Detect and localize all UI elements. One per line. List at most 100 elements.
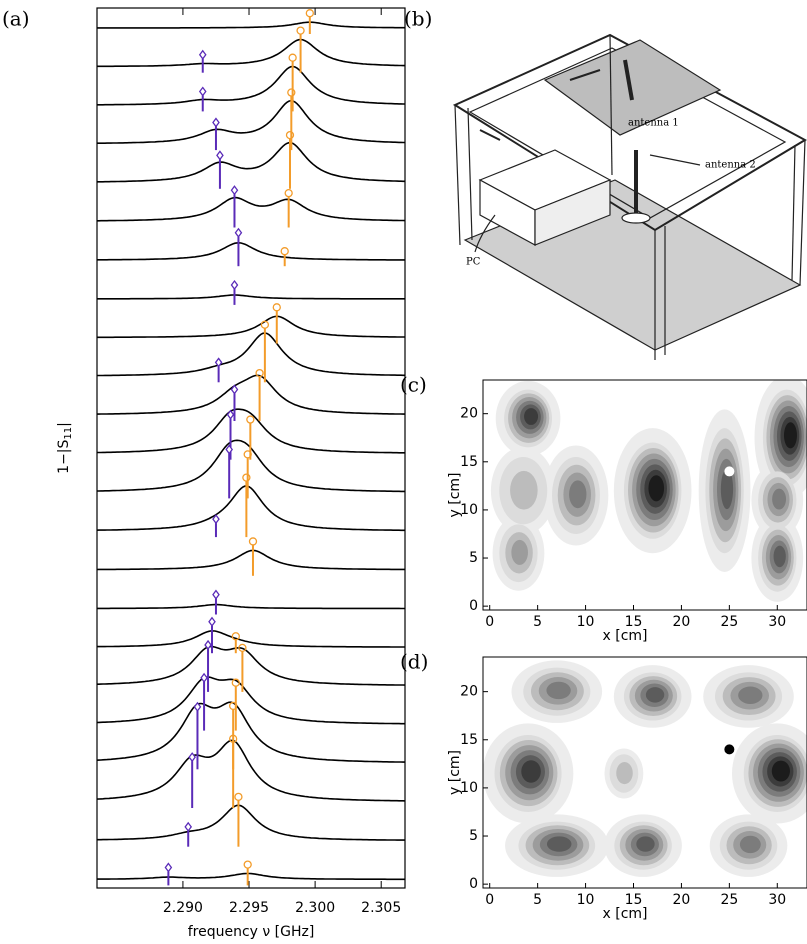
x-tick-label: 0	[485, 892, 494, 908]
resonance-marker	[285, 130, 295, 140]
trace-curve	[96, 549, 405, 571]
y-axis-label: y [cm]	[447, 473, 463, 518]
resonance-marker	[255, 368, 264, 378]
x-tick-label: 30	[768, 614, 786, 630]
y-tick-label: 0	[469, 598, 478, 614]
trace-curve	[96, 701, 405, 763]
x-axis-label: frequency ν [GHz]	[188, 924, 315, 940]
resonance-marker	[208, 616, 216, 627]
contour-level	[510, 470, 538, 510]
resonance-marker	[230, 185, 239, 196]
resonance-marker	[204, 639, 212, 651]
x-tick-label: 15	[625, 892, 643, 908]
x-tick-label: 0	[485, 614, 494, 630]
x-tick-label: 5	[533, 614, 542, 630]
contour-level	[773, 545, 786, 568]
y-axis-label: 1−|S11|	[56, 422, 74, 474]
resonance-marker	[234, 227, 243, 238]
y-tick-label: 15	[460, 454, 478, 470]
contour-map	[483, 660, 807, 877]
trace-curve	[97, 241, 405, 261]
diagram-label: PC	[466, 257, 481, 268]
resonance-marker	[231, 678, 240, 687]
trace-curve	[97, 645, 406, 686]
y-tick-label: 5	[469, 550, 478, 566]
x-tick-label: 30	[768, 892, 786, 908]
trace-curve	[96, 676, 405, 725]
resonance-marker	[225, 444, 234, 455]
resonance-marker	[212, 589, 220, 600]
contour-level	[720, 469, 734, 510]
contour-level	[521, 760, 541, 783]
y-tick-label: 0	[469, 876, 478, 892]
x-tick-label: 20	[673, 614, 691, 630]
resonance-marker	[164, 862, 173, 873]
trace-curve	[97, 141, 405, 183]
y-axis-label-part: 1−|S	[56, 439, 72, 473]
resonance-marker	[242, 473, 251, 482]
y-tick-label: 10	[460, 502, 478, 518]
trace-curve	[97, 65, 405, 106]
trace-curve	[97, 38, 405, 68]
plot-frame	[482, 656, 807, 889]
resonance-marker	[198, 86, 207, 97]
contour-level	[738, 686, 763, 704]
panel-label: (d)	[400, 650, 428, 674]
trace-curve	[96, 485, 405, 532]
contour-level	[511, 539, 528, 565]
contour-level	[771, 760, 790, 782]
x-tick-label: 2.305	[361, 900, 401, 916]
y-axis-label-part: |	[56, 422, 72, 427]
trace-curve	[97, 872, 405, 881]
resonance-marker	[188, 752, 196, 763]
contour-map	[490, 380, 807, 602]
resonance-marker	[212, 117, 220, 128]
panel-label: (a)	[2, 7, 30, 31]
resonance-marker	[212, 514, 220, 525]
contour-level	[524, 408, 539, 425]
resonance-marker	[231, 632, 240, 641]
contour-level	[546, 836, 572, 852]
panel-label: (c)	[400, 373, 427, 397]
x-tick-label: 2.300	[295, 900, 335, 916]
x-tick-label: 10	[577, 892, 595, 908]
trace-curve	[97, 804, 405, 841]
x-tick-label: 25	[720, 892, 738, 908]
trace-curve	[97, 374, 405, 415]
trace-curve	[97, 408, 405, 454]
resonance-marker	[229, 701, 238, 711]
x-tick-label: 5	[533, 892, 542, 908]
x-tick-label: 15	[625, 614, 643, 630]
contour-level	[569, 480, 587, 509]
resonance-marker	[243, 450, 252, 459]
resonance-marker	[260, 320, 270, 329]
resonance-marker	[198, 49, 207, 60]
position-marker	[724, 744, 735, 755]
x-axis-label: x [cm]	[603, 906, 648, 922]
trace-curve	[97, 332, 405, 377]
contour-level	[783, 422, 797, 449]
resonance-marker	[234, 792, 243, 802]
x-tick-label: 2.290	[163, 900, 203, 916]
resonance-marker	[214, 357, 223, 368]
resonance-marker	[280, 247, 289, 256]
trace-curve	[97, 315, 405, 339]
contour-level	[636, 836, 655, 852]
x-axis-label: x [cm]	[603, 628, 648, 644]
resonance-marker	[230, 279, 239, 291]
contour-level	[739, 835, 761, 854]
resonance-marker	[216, 150, 224, 161]
position-marker	[724, 466, 735, 477]
apparatus-drawing	[452, 33, 807, 360]
y-tick-label: 15	[460, 732, 478, 748]
resonance-marker	[184, 821, 193, 832]
resonance-marker	[305, 9, 314, 18]
plot-frame	[482, 379, 807, 611]
contour-level	[546, 681, 571, 700]
y-tick-label: 5	[469, 828, 478, 844]
contour-level	[772, 488, 787, 510]
plot-frame	[96, 7, 406, 889]
diagram-label: antenna 2	[705, 160, 756, 171]
resonance-marker	[288, 53, 297, 62]
